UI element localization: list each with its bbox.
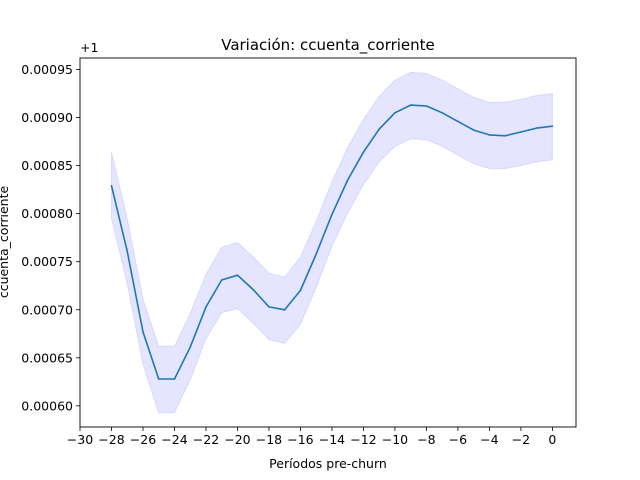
y-tick-label: 0.00095: [21, 62, 73, 77]
data-point: [362, 151, 365, 153]
y-offset-label: +1: [80, 40, 98, 55]
y-tick-label: 0.00075: [21, 254, 73, 269]
data-point: [173, 378, 176, 380]
y-tick-label: 0.00080: [21, 206, 73, 221]
x-axis-label: Períodos pre-churn: [269, 456, 387, 471]
data-point: [331, 213, 333, 216]
data-point: [409, 104, 412, 106]
x-tick-label: −26: [130, 432, 156, 447]
x-tick-label: −10: [382, 432, 408, 447]
x-tick-label: 0: [548, 432, 556, 447]
data-point: [457, 120, 459, 123]
x-axis: −30 −28 −26 −24 −22 −20 −18 −16 −14 −12 −10 −8 −6 −4−…: [67, 427, 556, 447]
x-tick-label: −6: [449, 432, 467, 447]
data-point: [299, 289, 302, 292]
x-tick-label: −8: [417, 432, 435, 447]
x-tick-label: −20: [224, 432, 250, 447]
x-tick-label: −12: [350, 432, 376, 447]
data-point: [283, 309, 286, 311]
data-point: [157, 378, 160, 380]
confidence-band-layer: [111, 71, 553, 414]
series-line-layer: [110, 104, 554, 380]
confidence-band: [111, 71, 553, 414]
data-point: [110, 185, 113, 187]
data-point: [315, 253, 318, 255]
data-point: [441, 112, 444, 114]
x-tick-label: −16: [287, 432, 313, 447]
x-tick-label: −24: [161, 432, 187, 447]
data-point: [236, 274, 239, 277]
data-point: [142, 331, 144, 333]
data-point: [126, 250, 128, 252]
y-tick-label: 0.00085: [21, 158, 73, 173]
x-tick-label: −28: [98, 432, 124, 447]
data-point: [488, 134, 491, 136]
data-point: [268, 306, 270, 308]
data-point: [205, 306, 207, 308]
data-point: [346, 179, 349, 181]
x-tick-label: −4: [480, 432, 498, 447]
x-tick-label: −22: [193, 432, 219, 447]
data-point: [472, 129, 475, 131]
x-tick-label: −2: [512, 432, 530, 447]
data-point: [252, 288, 254, 291]
x-tick-label: −14: [319, 432, 345, 447]
x-tick-label: −30: [67, 432, 93, 447]
y-axis-label: ccuenta_corriente: [0, 186, 11, 299]
y-axis: 0.00060 0.00065 0.00070 0.00075 0.00080 0.000…: [21, 62, 80, 413]
y-tick-label: 0.00060: [21, 398, 73, 413]
data-point: [520, 131, 522, 133]
x-tick-label: −18: [256, 432, 282, 447]
chart-title: Variación: ccuenta_corriente: [221, 36, 435, 55]
data-point: [425, 105, 428, 107]
data-point: [394, 112, 396, 114]
plot-frame: [79, 57, 577, 428]
y-tick-label: 0.00065: [21, 350, 73, 365]
data-point: [378, 128, 381, 130]
data-point: [535, 127, 538, 129]
y-tick-label: 0.00090: [21, 110, 73, 125]
y-tick-label: 0.00070: [21, 302, 73, 317]
data-point: [189, 346, 191, 349]
data-point: [220, 279, 223, 281]
data-point: [551, 125, 554, 127]
data-point: [504, 135, 506, 137]
